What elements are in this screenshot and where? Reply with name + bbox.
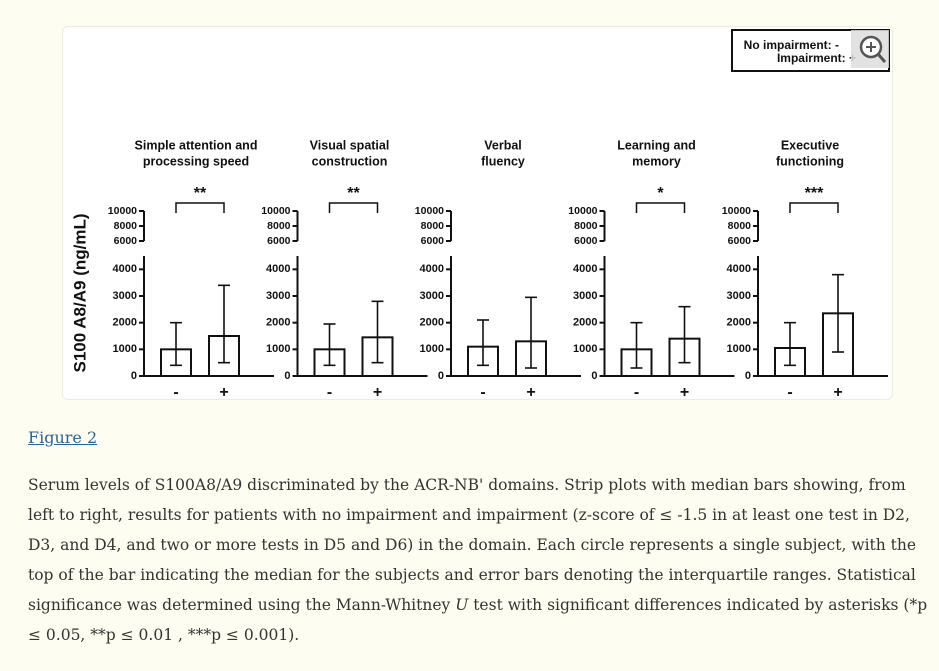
significance-label: ** [194,185,207,202]
x-tick-label: - [327,384,332,400]
y-tick-label: 1000 [420,343,444,355]
y-tick-label: 8000 [574,220,598,232]
y-tick-label: 0 [131,370,137,382]
panel-title: processing speed [143,154,249,168]
y-tick-label: 4000 [266,263,290,275]
y-tick-label: 3000 [727,290,751,302]
x-tick-label: + [373,384,382,400]
panel-title: Executive [781,138,839,152]
x-tick-label: - [787,384,792,400]
significance-bracket [789,202,839,213]
y-tick-label: 3000 [113,290,137,302]
y-tick-label: 6000 [267,235,291,247]
panel-title: Verbal [484,138,522,152]
y-tick-label: 6000 [421,235,445,247]
significance-bracket [175,202,225,213]
y-tick-label: 1000 [266,343,290,355]
y-tick-label: 0 [591,370,597,382]
caption-italic: U [455,596,469,614]
y-tick-label: 2000 [573,317,597,329]
x-tick-label: - [173,384,178,400]
x-tick-label: - [480,384,485,400]
y-tick-label: 1000 [113,343,137,355]
y-tick-label: 6000 [114,235,138,247]
caption-text: Serum levels of S100A8/A9 discriminated … [28,476,917,614]
y-tick-label: 8000 [421,220,445,232]
y-tick-label: 2000 [113,317,137,329]
figure: No impairment: - Impairment: + S100 A8/A… [62,26,893,400]
y-tick-label: 4000 [113,263,137,275]
panel-title: Simple attention and [135,138,258,152]
y-tick-label: 2000 [420,317,444,329]
x-tick-label: + [526,384,535,400]
y-tick-label: 8000 [267,220,291,232]
y-tick-label: 0 [438,370,444,382]
significance-label: ** [347,185,360,202]
figure-link[interactable]: Figure 2 [28,428,98,447]
panel: Visual spatial construction 0 1000 2000 3000 4… [261,138,428,400]
panel-title: Learning and [617,138,695,152]
y-tick-label: 6000 [574,235,598,247]
panel: Learning and memory 0 1000 2000 3000 4000 6000 8… [568,138,735,400]
panel-title: construction [312,154,388,168]
panel-title: memory [632,154,681,168]
y-tick-label: 10000 [415,205,444,217]
significance-label: *** [805,185,824,202]
y-tick-label: 4000 [573,263,597,275]
panel-title: fluency [481,154,525,168]
panel-title: Visual spatial [310,138,390,152]
caption-text: test with significant differences indica… [28,596,928,644]
y-tick-label: 0 [284,370,290,382]
y-tick-label: 4000 [727,263,751,275]
x-tick-label: + [680,384,689,400]
x-tick-label: - [634,384,639,400]
y-tick-label: 3000 [266,290,290,302]
panel: Simple attention and processing speed 0 100… [108,138,274,400]
panel: Verbal fluency 0 1000 2000 3000 4000 6000 8000 10… [415,138,581,400]
y-tick-label: 8000 [114,220,138,232]
significance-bracket [635,202,686,213]
y-tick-label: 1000 [573,343,597,355]
y-tick-label: 0 [745,370,751,382]
y-tick-label: 10000 [261,205,290,217]
caption: Serum levels of S100A8/A9 discriminated … [28,470,928,650]
y-tick-label: 2000 [727,317,751,329]
x-tick-label: + [833,384,842,400]
y-tick-label: 10000 [722,205,751,217]
x-tick-label: + [219,384,228,400]
y-tick-label: 3000 [573,290,597,302]
significance-label: * [657,185,664,202]
zoom-icon[interactable] [851,30,889,68]
y-tick-label: 4000 [420,263,444,275]
panel-title: functioning [776,154,844,168]
y-axis-label: S100 A8/A9 (ng/mL) [70,213,89,372]
y-tick-label: 1000 [727,343,751,355]
legend-entry: No impairment: - [744,38,839,52]
panel: Executive functioning 0 1000 2000 3000 4000 600… [722,138,888,400]
y-tick-label: 10000 [568,205,597,217]
y-tick-label: 8000 [728,220,752,232]
y-tick-label: 6000 [728,235,752,247]
significance-bracket [328,202,379,213]
y-tick-label: 3000 [420,290,444,302]
y-tick-label: 2000 [266,317,290,329]
legend-entry: Impairment: + [777,51,856,65]
y-tick-label: 10000 [108,205,137,217]
